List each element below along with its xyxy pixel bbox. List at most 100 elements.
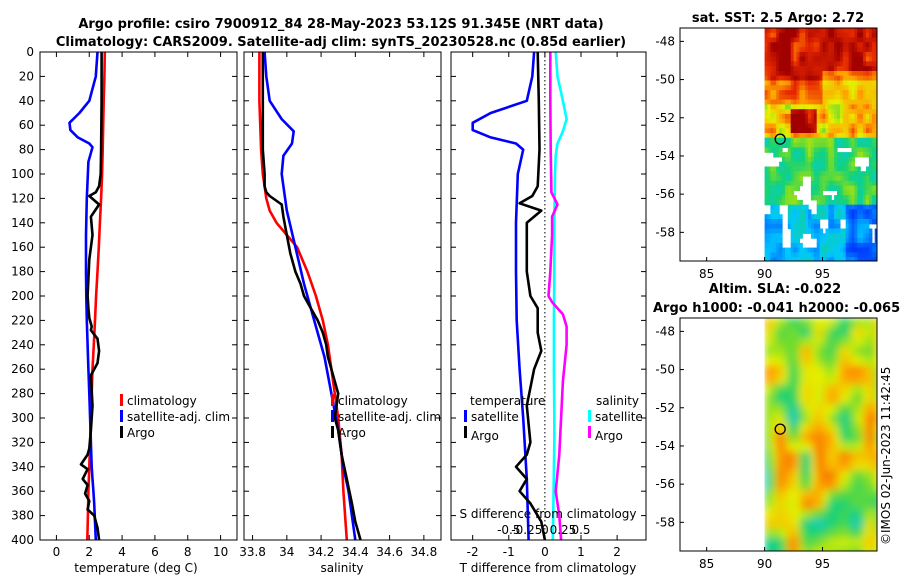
heatmap-cell (793, 356, 800, 367)
heatmap-cell (808, 147, 812, 153)
heatmap-cell (848, 242, 853, 249)
heatmap-cell (842, 152, 847, 158)
heatmap-cell (857, 375, 864, 386)
heatmap-cell (868, 403, 876, 414)
heatmap-cell (782, 42, 786, 48)
heatmap-cell (834, 90, 838, 96)
heatmap-cell (851, 152, 855, 158)
heatmap-cell (816, 195, 821, 201)
heatmap-cell (857, 180, 861, 187)
heatmap-cell (816, 327, 824, 338)
temperature-axes-frame (39, 51, 238, 541)
heatmap-cell (764, 356, 771, 367)
heatmap-cell (770, 394, 777, 405)
heatmap-cell (854, 142, 858, 148)
heatmap-cell (871, 190, 876, 196)
heatmap-cell (857, 142, 861, 148)
heatmap-cell (866, 104, 870, 110)
heatmap-cell (796, 51, 800, 58)
heatmap-cell (787, 384, 795, 395)
heatmap-cell (839, 166, 844, 172)
heatmap-cell (842, 56, 847, 62)
heatmap-cell (828, 152, 832, 158)
temperature-legend: climatology satellite-adj. clim Argo (120, 394, 230, 440)
heatmap-cell (810, 28, 815, 34)
heatmap-cell (854, 113, 858, 120)
heatmap-cell (868, 56, 873, 62)
heatmap-cell (834, 61, 838, 67)
heatmap-cell (790, 42, 795, 48)
heatmap-cell (848, 113, 853, 120)
argo-position-marker (774, 133, 786, 145)
heatmap-cell (842, 176, 847, 182)
heatmap-cell (825, 42, 829, 48)
heatmap-cell (799, 85, 803, 91)
heatmap-cell (851, 499, 858, 510)
heatmap-cell (874, 104, 877, 110)
heatmap-cell (787, 71, 792, 77)
heatmap-cell (845, 518, 853, 529)
heatmap-cell (857, 56, 861, 62)
heatmap-cell (863, 228, 867, 234)
heatmap-cell (851, 99, 855, 105)
heatmap-cell (874, 113, 877, 120)
heatmap-cell (764, 489, 771, 500)
heatmap-cell (828, 51, 832, 58)
sst-heatmap (764, 28, 877, 267)
heatmap-cell (868, 480, 876, 491)
heatmap-cell (799, 133, 803, 139)
heatmap-cell (770, 375, 777, 386)
heatmap-cell (837, 199, 841, 206)
heatmap-cell (813, 142, 818, 148)
heatmap-cell (843, 262, 847, 267)
heatmap-cell (857, 128, 861, 134)
heatmap-cell (863, 262, 867, 267)
heatmap-cell (767, 80, 771, 86)
heatmap-cell (764, 71, 769, 77)
heatmap-cell (796, 152, 800, 158)
heatmap-cell (816, 509, 824, 520)
heatmap-cell (793, 176, 798, 182)
heatmap-cell (863, 247, 867, 253)
heatmap-cell (810, 190, 815, 196)
heatmap-cell (822, 204, 826, 211)
heatmap-cell (764, 99, 769, 105)
heatmap-cell (799, 403, 806, 414)
heatmap-cell (770, 142, 774, 148)
heatmap-cell (854, 242, 858, 249)
heatmap-cell (831, 137, 835, 144)
heatmap-cell (816, 413, 824, 424)
heatmap-cell (860, 204, 864, 211)
heatmap-cell (808, 133, 812, 139)
heatmap-cell (805, 384, 812, 395)
map-x-tick-label: 95 (815, 557, 830, 571)
heatmap-cell (767, 75, 771, 82)
heatmap-cell (834, 199, 838, 206)
heatmap-cell (810, 113, 815, 120)
heatmap-cell (874, 365, 877, 376)
heatmap-cell (874, 442, 877, 453)
heatmap-cell (787, 199, 792, 206)
heatmap-cell (802, 156, 806, 163)
heatmap-cell (770, 66, 774, 72)
heatmap-cell (816, 233, 821, 239)
heatmap-cell (851, 461, 858, 472)
heatmap-cell (782, 337, 789, 348)
heatmap-cell (767, 37, 771, 43)
legend-label-climatology: climatology (127, 394, 197, 408)
heatmap-cell (871, 257, 876, 261)
heatmap-cell (822, 80, 826, 86)
heatmap-cell (828, 209, 832, 215)
heatmap-cell (819, 47, 824, 53)
heatmap-cell (845, 113, 850, 120)
heatmap-cell (787, 90, 792, 96)
heatmap-cell (825, 85, 829, 91)
heatmap-cell (787, 499, 795, 510)
heatmap-cell (770, 238, 774, 244)
heatmap-cell (794, 262, 798, 267)
heatmap-cell (828, 480, 835, 491)
heatmap-cell (787, 42, 792, 48)
heatmap-cell (868, 375, 876, 386)
heatmap-cell (842, 32, 847, 39)
heatmap-cell (851, 365, 858, 376)
